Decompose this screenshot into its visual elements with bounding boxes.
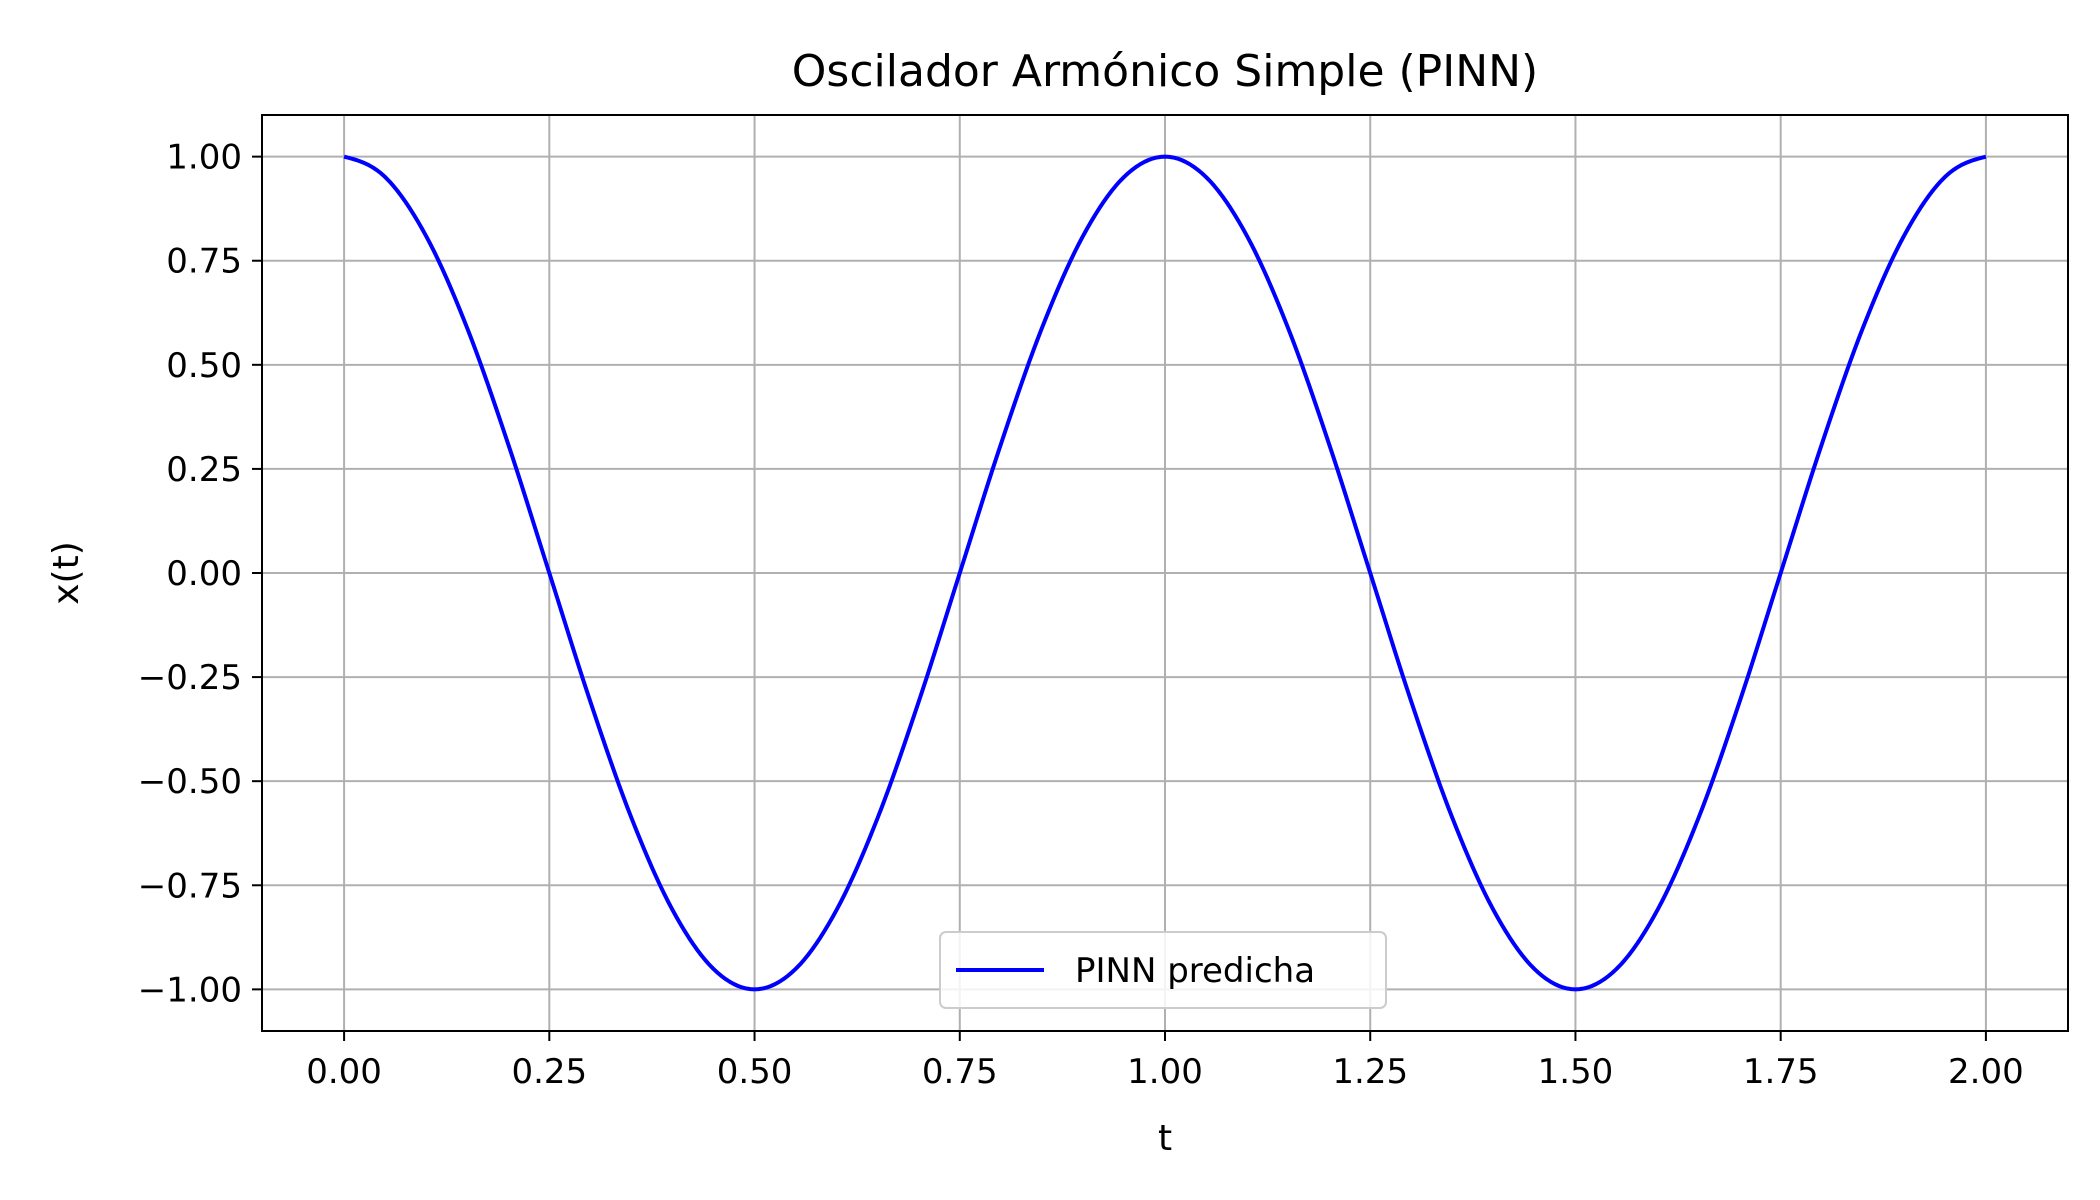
x-tick-label: 1.75 [1743,1052,1819,1092]
x-tick-label: 1.50 [1538,1052,1614,1092]
x-tick-label: 2.00 [1948,1052,2024,1092]
x-tick-label: 0.75 [922,1052,998,1092]
y-tick-label: −1.00 [138,970,242,1010]
x-axis-title: t [1158,1118,1172,1159]
x-tick-label: 1.25 [1332,1052,1408,1092]
ticks: 0.00 0.25 0.50 0.75 1.00 1.25 1.50 1.75 2.00 1.00… [138,138,2024,1092]
x-tick-label: 0.25 [511,1052,587,1092]
y-tick-label: 0.00 [166,554,242,594]
legend: PINN predicha [939,931,1387,1009]
y-axis-title: x(t) [46,541,87,605]
series-layer [343,154,1987,992]
y-tick-label: 0.50 [166,346,242,386]
x-tick-label: 1.00 [1127,1052,1203,1092]
legend-label: PINN predicha [1075,951,1315,991]
x-tick-label: 0.50 [717,1052,793,1092]
y-tick-label: −0.75 [138,866,242,906]
y-tick-label: 0.25 [166,450,242,490]
y-tick-label: 1.00 [166,138,242,178]
y-tick-label: −0.25 [138,658,242,698]
x-tick-label: 0.00 [306,1052,382,1092]
series-line-pinn-predicha [343,154,1987,992]
legend-box [939,931,1387,1009]
y-tick-label: 0.75 [166,242,242,282]
chart-title: Oscilador Armónico Simple (PINN) [792,46,1538,97]
y-tick-label: −0.50 [138,762,242,802]
